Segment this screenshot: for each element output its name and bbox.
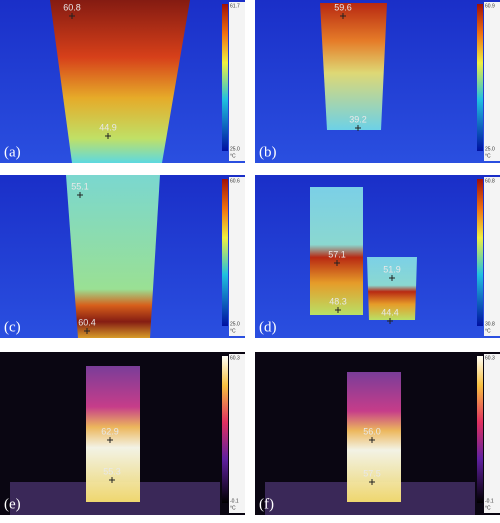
cup <box>66 175 160 338</box>
scale-min: 25.0 <box>485 146 495 152</box>
crosshair <box>369 479 375 485</box>
scale-strip <box>477 4 483 151</box>
cup <box>310 187 363 315</box>
cup <box>86 366 140 502</box>
scale-box <box>484 2 500 161</box>
thermal-panel: 55.1 60.4 (c) 60.6 25.0°C <box>0 175 245 338</box>
scale-min: 25.0 <box>230 146 240 152</box>
scale-max: 61.7 <box>230 3 240 9</box>
panel-label: (a) <box>4 144 21 160</box>
thermal-panel: 62.9 55.3 (e) 60.3 -0.1°C <box>0 352 245 515</box>
temperature-reading: 60.8 <box>63 2 81 12</box>
scale-box <box>229 2 245 161</box>
crosshair <box>107 437 113 443</box>
scale-strip <box>477 179 483 326</box>
scale-unit: °C <box>485 328 491 334</box>
panel-label: (d) <box>259 319 277 335</box>
scale-max: 60.3 <box>230 355 240 361</box>
thermal-panel: 57.1 51.9 48.3 44.4 (d) 60.8 30.8°C <box>255 175 500 338</box>
temperature-reading: 59.6 <box>334 2 352 12</box>
scale-strip <box>222 4 228 151</box>
panel-label: (f) <box>259 496 274 512</box>
temperature-reading: 55.1 <box>71 181 89 191</box>
scale-min: 25.0 <box>230 321 240 327</box>
crosshair <box>355 125 361 131</box>
temperature-reading: 57.5 <box>363 468 381 478</box>
crosshair <box>84 328 90 334</box>
crosshair <box>69 13 75 19</box>
panel-label: (c) <box>4 319 21 335</box>
scale-max: 60.6 <box>230 178 240 184</box>
temperature-reading: 51.9 <box>383 264 401 274</box>
thermal-panel: 59.6 39.2 (b) 60.9 25.0°C <box>255 0 500 163</box>
temperature-reading: 44.4 <box>381 307 399 317</box>
temperature-reading: 55.3 <box>103 466 121 476</box>
scale-box <box>484 354 500 513</box>
scale-min: -0.1 <box>485 498 494 504</box>
temperature-reading: 57.1 <box>328 249 346 259</box>
cup <box>347 372 401 502</box>
scale-unit: °C <box>230 153 236 159</box>
scale-strip <box>222 356 228 503</box>
scale-strip <box>477 356 483 503</box>
scale-min: 30.8 <box>485 321 495 327</box>
temperature-reading: 60.4 <box>78 317 96 327</box>
scale-unit: °C <box>485 153 491 159</box>
scale-unit: °C <box>230 505 236 511</box>
crosshair <box>77 192 83 198</box>
temperature-reading: 48.3 <box>329 296 347 306</box>
crosshair <box>369 437 375 443</box>
crosshair <box>387 318 393 324</box>
crosshair <box>340 13 346 19</box>
crosshair <box>389 275 395 281</box>
crosshair <box>335 307 341 313</box>
scale-unit: °C <box>485 505 491 511</box>
cup <box>50 0 190 163</box>
crosshair <box>334 260 340 266</box>
thermal-panel: 56.0 57.5 (f) 60.3 -0.1°C <box>255 352 500 515</box>
scale-strip <box>222 179 228 326</box>
scale-box <box>229 177 245 336</box>
scale-max: 60.9 <box>485 3 495 9</box>
temperature-reading: 44.9 <box>99 122 117 132</box>
cup <box>367 257 417 320</box>
panel-label: (b) <box>259 144 277 160</box>
panel-label: (e) <box>4 496 21 512</box>
scale-max: 60.8 <box>485 178 495 184</box>
scale-box <box>229 354 245 513</box>
scale-box <box>484 177 500 336</box>
crosshair <box>109 477 115 483</box>
scale-unit: °C <box>230 328 236 334</box>
scale-max: 60.3 <box>485 355 495 361</box>
scale-min: -0.1 <box>230 498 239 504</box>
temperature-reading: 39.2 <box>349 114 367 124</box>
temperature-reading: 56.0 <box>363 426 381 436</box>
thermal-panel: 60.8 44.9 (a) 61.7 25.0°C <box>0 0 245 163</box>
crosshair <box>105 133 111 139</box>
temperature-reading: 62.9 <box>101 426 119 436</box>
cup <box>320 3 387 130</box>
